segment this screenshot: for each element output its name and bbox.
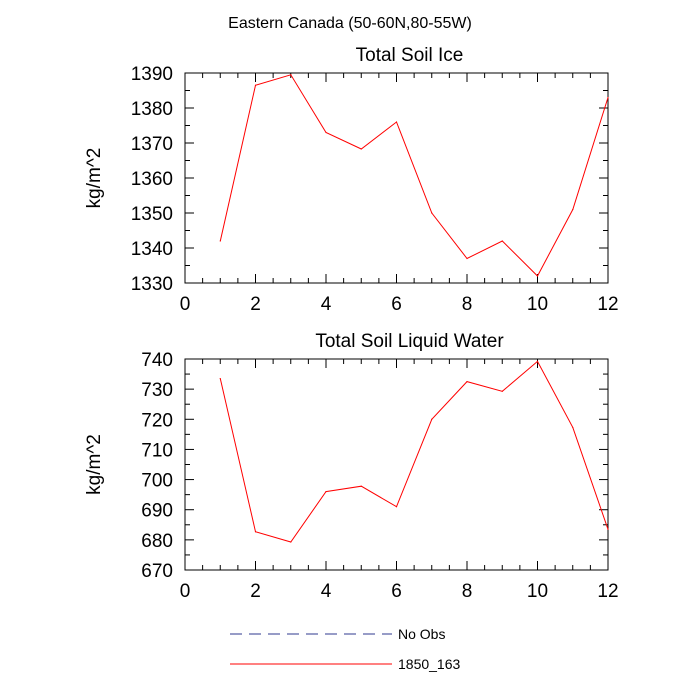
x-tick-label-soil-liquid-water: 8: [462, 581, 473, 602]
y-tick-label-soil-liquid-water: 670: [141, 561, 173, 582]
data-point-soil-ice: [254, 84, 257, 86]
data-point-soil-liquid-water: [395, 506, 398, 508]
data-point-soil-liquid-water: [536, 360, 539, 363]
panel-title-soil-liquid-water: Total Soil Liquid Water: [315, 331, 504, 352]
data-point-soil-liquid-water: [254, 531, 257, 533]
y-tick-label-soil-liquid-water: 680: [141, 531, 173, 552]
y-tick-label-soil-liquid-water: 720: [141, 410, 173, 431]
data-point-soil-liquid-water: [360, 485, 362, 487]
panel-title-soil-ice: Total Soil Ice: [356, 45, 464, 66]
y-axis-label-soil-liquid-water: kg/m^2: [84, 434, 105, 495]
x-tick-label-soil-ice: 8: [462, 294, 473, 315]
data-point-soil-liquid-water: [572, 426, 574, 429]
x-tick-label-soil-ice: 12: [597, 294, 618, 315]
panel-total-soil-ice: Total Soil Ice kg/m^2 0 2 4 6 8 10 12 1330 1340 135…: [84, 45, 619, 315]
data-point-soil-ice: [290, 74, 292, 76]
y-tick-label-soil-ice: 1370: [131, 134, 173, 155]
y-tick-label-soil-liquid-water: 740: [141, 350, 173, 371]
x-tick-label-soil-liquid-water: 4: [321, 581, 332, 602]
data-point-soil-liquid-water: [219, 377, 221, 380]
x-tick-label-soil-ice: 6: [391, 294, 402, 315]
data-point-soil-ice: [501, 240, 503, 242]
data-point-soil-ice: [572, 208, 574, 211]
y-tick-label-soil-ice: 1390: [131, 64, 173, 85]
data-point-soil-liquid-water: [607, 528, 609, 530]
x-tick-label-soil-liquid-water: 12: [597, 581, 618, 602]
figure-title: Eastern Canada (50-60N,80-55W): [228, 15, 472, 32]
data-point-soil-liquid-water: [501, 390, 503, 392]
data-point-soil-ice: [219, 240, 221, 242]
data-point-soil-liquid-water: [431, 418, 433, 420]
data-point-soil-ice: [466, 257, 468, 260]
data-point-soil-ice: [536, 275, 539, 277]
y-tick-label-soil-ice: 1380: [131, 99, 173, 120]
data-point-soil-ice: [607, 96, 609, 99]
y-tick-label-soil-liquid-water: 710: [141, 440, 173, 461]
legend: No Obs 1850_163: [230, 626, 461, 672]
x-tick-label-soil-liquid-water: 0: [180, 581, 191, 602]
data-point-soil-ice: [325, 131, 327, 134]
x-tick-label-soil-ice: 0: [180, 294, 191, 315]
x-tick-label-soil-liquid-water: 6: [391, 581, 402, 602]
x-tick-label-soil-liquid-water: 10: [527, 581, 548, 602]
plot-frame-soil-ice: [184, 72, 609, 284]
data-point-soil-ice: [395, 121, 398, 123]
data-point-soil-ice: [360, 148, 362, 150]
y-tick-label-soil-liquid-water: 690: [141, 501, 173, 522]
y-tick-label-soil-ice: 1350: [131, 204, 173, 225]
y-tick-label-soil-liquid-water: 730: [141, 380, 173, 401]
legend-label-no-obs: No Obs: [398, 626, 445, 642]
legend-label-1850-163: 1850_163: [398, 656, 461, 672]
x-tick-label-soil-ice: 10: [527, 294, 548, 315]
data-point-soil-liquid-water: [325, 491, 327, 493]
data-point-soil-liquid-water: [466, 381, 468, 383]
panel-total-soil-liquid-water: Total Soil Liquid Water kg/m^2 0 2 4 6 8 10 12 67…: [84, 331, 619, 602]
y-tick-label-soil-ice: 1330: [131, 274, 173, 295]
data-point-soil-ice: [431, 212, 433, 214]
series-line-soil-liquid-water: [219, 360, 609, 543]
y-axis-label-soil-ice: kg/m^2: [84, 148, 105, 209]
x-tick-label-soil-liquid-water: 2: [250, 581, 261, 602]
y-tick-label-soil-ice: 1340: [131, 239, 173, 260]
y-tick-label-soil-liquid-water: 700: [141, 471, 173, 492]
y-tick-label-soil-ice: 1360: [131, 169, 173, 190]
series-line-soil-ice: [219, 74, 609, 277]
x-tick-label-soil-ice: 2: [250, 294, 261, 315]
plot-frame-soil-liquid-water: [184, 358, 609, 571]
x-tick-label-soil-ice: 4: [321, 294, 332, 315]
data-point-soil-liquid-water: [290, 541, 292, 543]
